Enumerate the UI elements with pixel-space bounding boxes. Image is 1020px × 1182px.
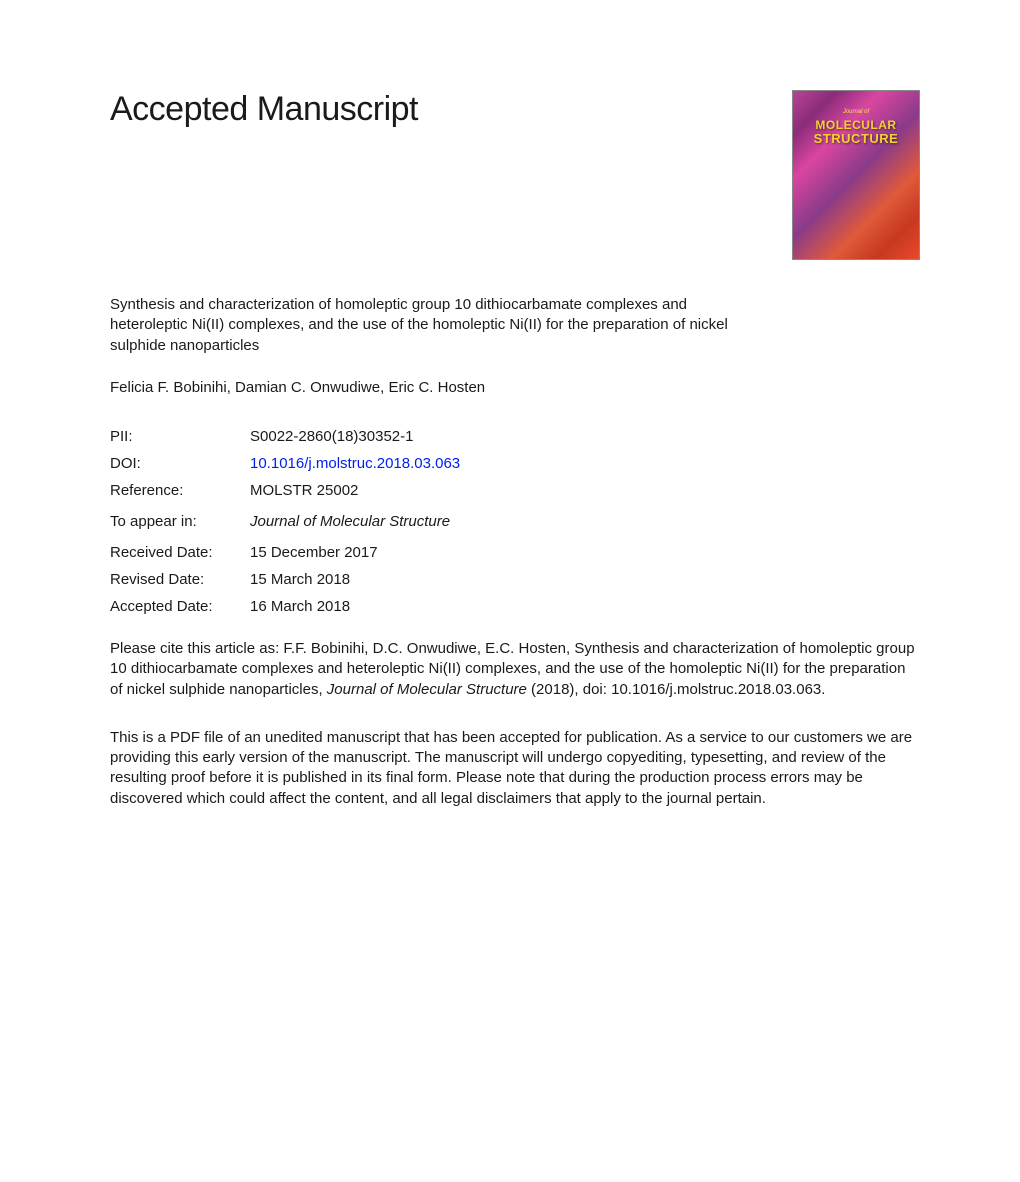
authors-list: Felicia F. Bobinihi, Damian C. Onwudiwe,…: [110, 378, 920, 398]
meta-row-appear: To appear in: Journal of Molecular Struc…: [110, 513, 920, 530]
citation-journal: Journal of Molecular Structure: [327, 681, 527, 698]
revised-label: Revised Date:: [110, 571, 250, 588]
doi-label: DOI:: [110, 455, 250, 472]
journal-cover-image: Journal of MOLECULAR STRUCTURE: [792, 90, 920, 260]
disclaimer-text: This is a PDF file of an unedited manusc…: [110, 728, 920, 809]
cover-subtitle: Journal of: [793, 109, 919, 115]
reference-value: MOLSTR 25002: [250, 482, 358, 499]
pii-value: S0022-2860(18)30352-1: [250, 428, 413, 445]
cover-title-line2: STRUCTURE: [793, 132, 919, 146]
appear-value: Journal of Molecular Structure: [250, 513, 450, 530]
metadata-block: PII: S0022-2860(18)30352-1 DOI: 10.1016/…: [110, 428, 920, 615]
meta-row-doi: DOI: 10.1016/j.molstruc.2018.03.063: [110, 455, 920, 472]
meta-row-received: Received Date: 15 December 2017: [110, 544, 920, 561]
revised-value: 15 March 2018: [250, 571, 350, 588]
meta-row-accepted: Accepted Date: 16 March 2018: [110, 598, 920, 615]
meta-row-reference: Reference: MOLSTR 25002: [110, 482, 920, 499]
received-label: Received Date:: [110, 544, 250, 561]
reference-label: Reference:: [110, 482, 250, 499]
meta-row-pii: PII: S0022-2860(18)30352-1: [110, 428, 920, 445]
accepted-value: 16 March 2018: [250, 598, 350, 615]
meta-row-revised: Revised Date: 15 March 2018: [110, 571, 920, 588]
article-title: Synthesis and characterization of homole…: [110, 295, 730, 356]
received-value: 15 December 2017: [250, 544, 378, 561]
appear-label: To appear in:: [110, 513, 250, 530]
citation-suffix: (2018), doi: 10.1016/j.molstruc.2018.03.…: [527, 681, 826, 698]
accepted-label: Accepted Date:: [110, 598, 250, 615]
citation-text: Please cite this article as: F.F. Bobini…: [110, 639, 920, 700]
cover-title: MOLECULAR STRUCTURE: [793, 119, 919, 146]
pii-label: PII:: [110, 428, 250, 445]
doi-link[interactable]: 10.1016/j.molstruc.2018.03.063: [250, 455, 460, 472]
page-heading: Accepted Manuscript: [110, 90, 418, 129]
